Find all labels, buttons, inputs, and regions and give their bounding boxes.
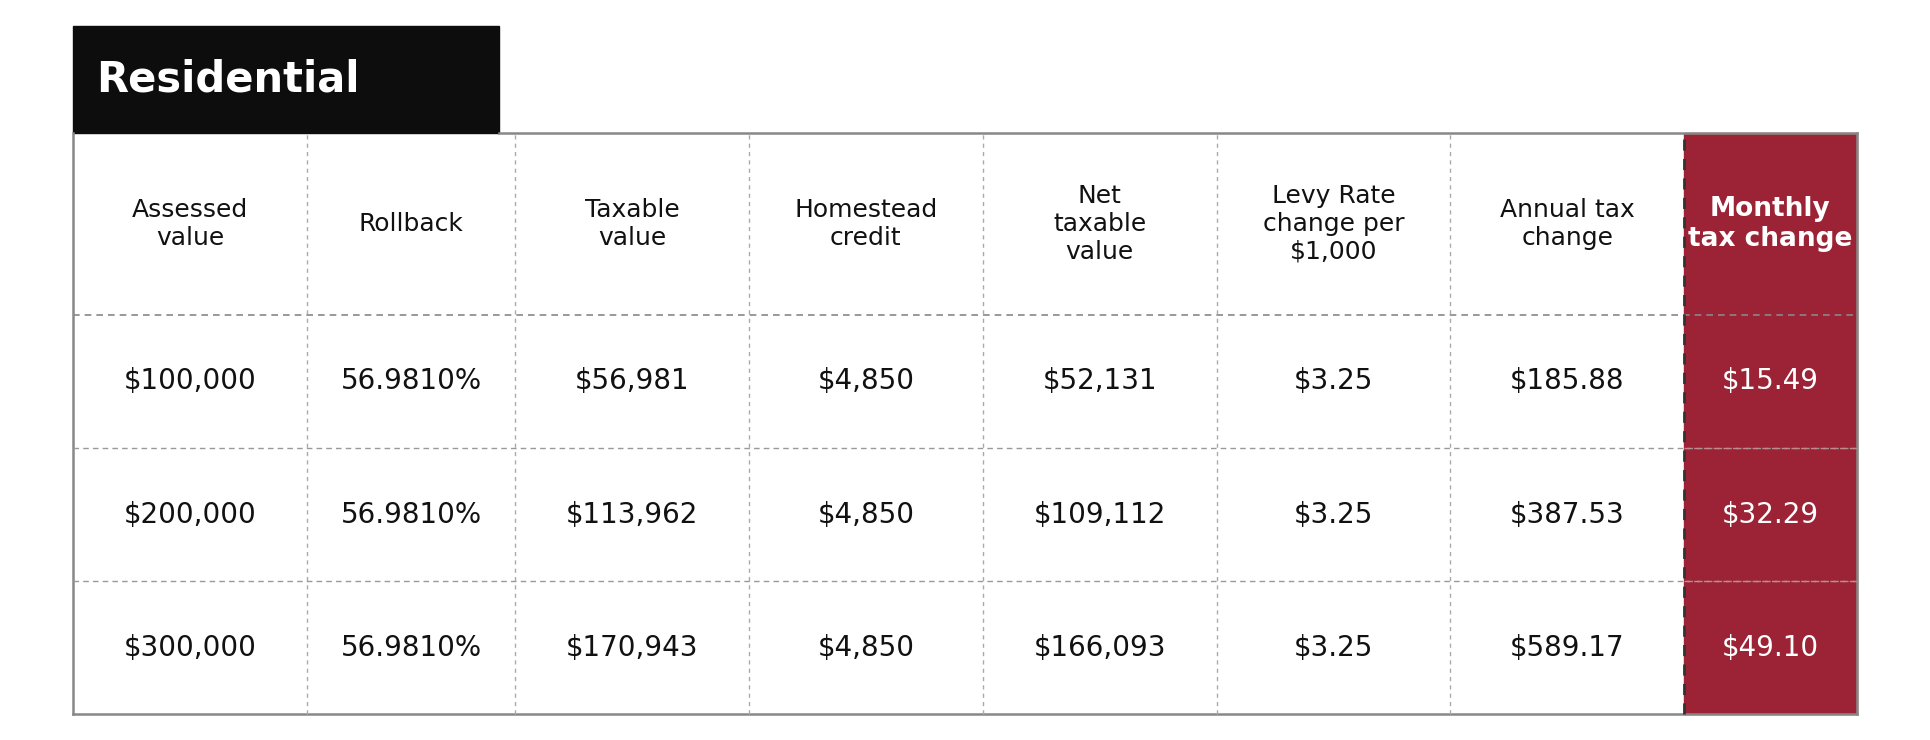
Text: $100,000: $100,000 xyxy=(124,368,257,395)
Text: $113,962: $113,962 xyxy=(565,500,699,528)
Text: $15.49: $15.49 xyxy=(1722,368,1818,395)
Text: $32.29: $32.29 xyxy=(1722,500,1820,528)
Text: $52,131: $52,131 xyxy=(1042,368,1158,395)
Text: Homestead
credit: Homestead credit xyxy=(795,198,938,249)
Text: 56.9810%: 56.9810% xyxy=(340,633,482,662)
Text: Rollback: Rollback xyxy=(359,212,463,236)
Text: $200,000: $200,000 xyxy=(124,500,257,528)
Text: $4,850: $4,850 xyxy=(818,633,915,662)
Text: $300,000: $300,000 xyxy=(124,633,257,662)
Bar xyxy=(1685,132,1857,714)
Bar xyxy=(73,132,1857,714)
Text: Monthly
tax change: Monthly tax change xyxy=(1689,196,1853,252)
Text: $185.88: $185.88 xyxy=(1509,368,1625,395)
Text: $3.25: $3.25 xyxy=(1293,500,1374,528)
Text: $56,981: $56,981 xyxy=(575,368,689,395)
Text: $4,850: $4,850 xyxy=(818,368,915,395)
Text: $3.25: $3.25 xyxy=(1293,633,1374,662)
Text: $589.17: $589.17 xyxy=(1509,633,1625,662)
Text: $387.53: $387.53 xyxy=(1509,500,1625,528)
Text: Taxable
value: Taxable value xyxy=(585,198,679,249)
Text: $49.10: $49.10 xyxy=(1722,633,1820,662)
Text: Residential: Residential xyxy=(96,58,361,100)
Text: Annual tax
change: Annual tax change xyxy=(1500,198,1635,249)
Text: $170,943: $170,943 xyxy=(565,633,699,662)
Bar xyxy=(73,26,500,132)
Text: $166,093: $166,093 xyxy=(1033,633,1166,662)
Text: Levy Rate
change per
$1,000: Levy Rate change per $1,000 xyxy=(1262,184,1405,263)
Text: $4,850: $4,850 xyxy=(818,500,915,528)
Text: $3.25: $3.25 xyxy=(1293,368,1374,395)
Text: $109,112: $109,112 xyxy=(1034,500,1166,528)
Text: Net
taxable
value: Net taxable value xyxy=(1054,184,1146,263)
Text: 56.9810%: 56.9810% xyxy=(340,500,482,528)
Text: Assessed
value: Assessed value xyxy=(131,198,249,249)
Text: 56.9810%: 56.9810% xyxy=(340,368,482,395)
